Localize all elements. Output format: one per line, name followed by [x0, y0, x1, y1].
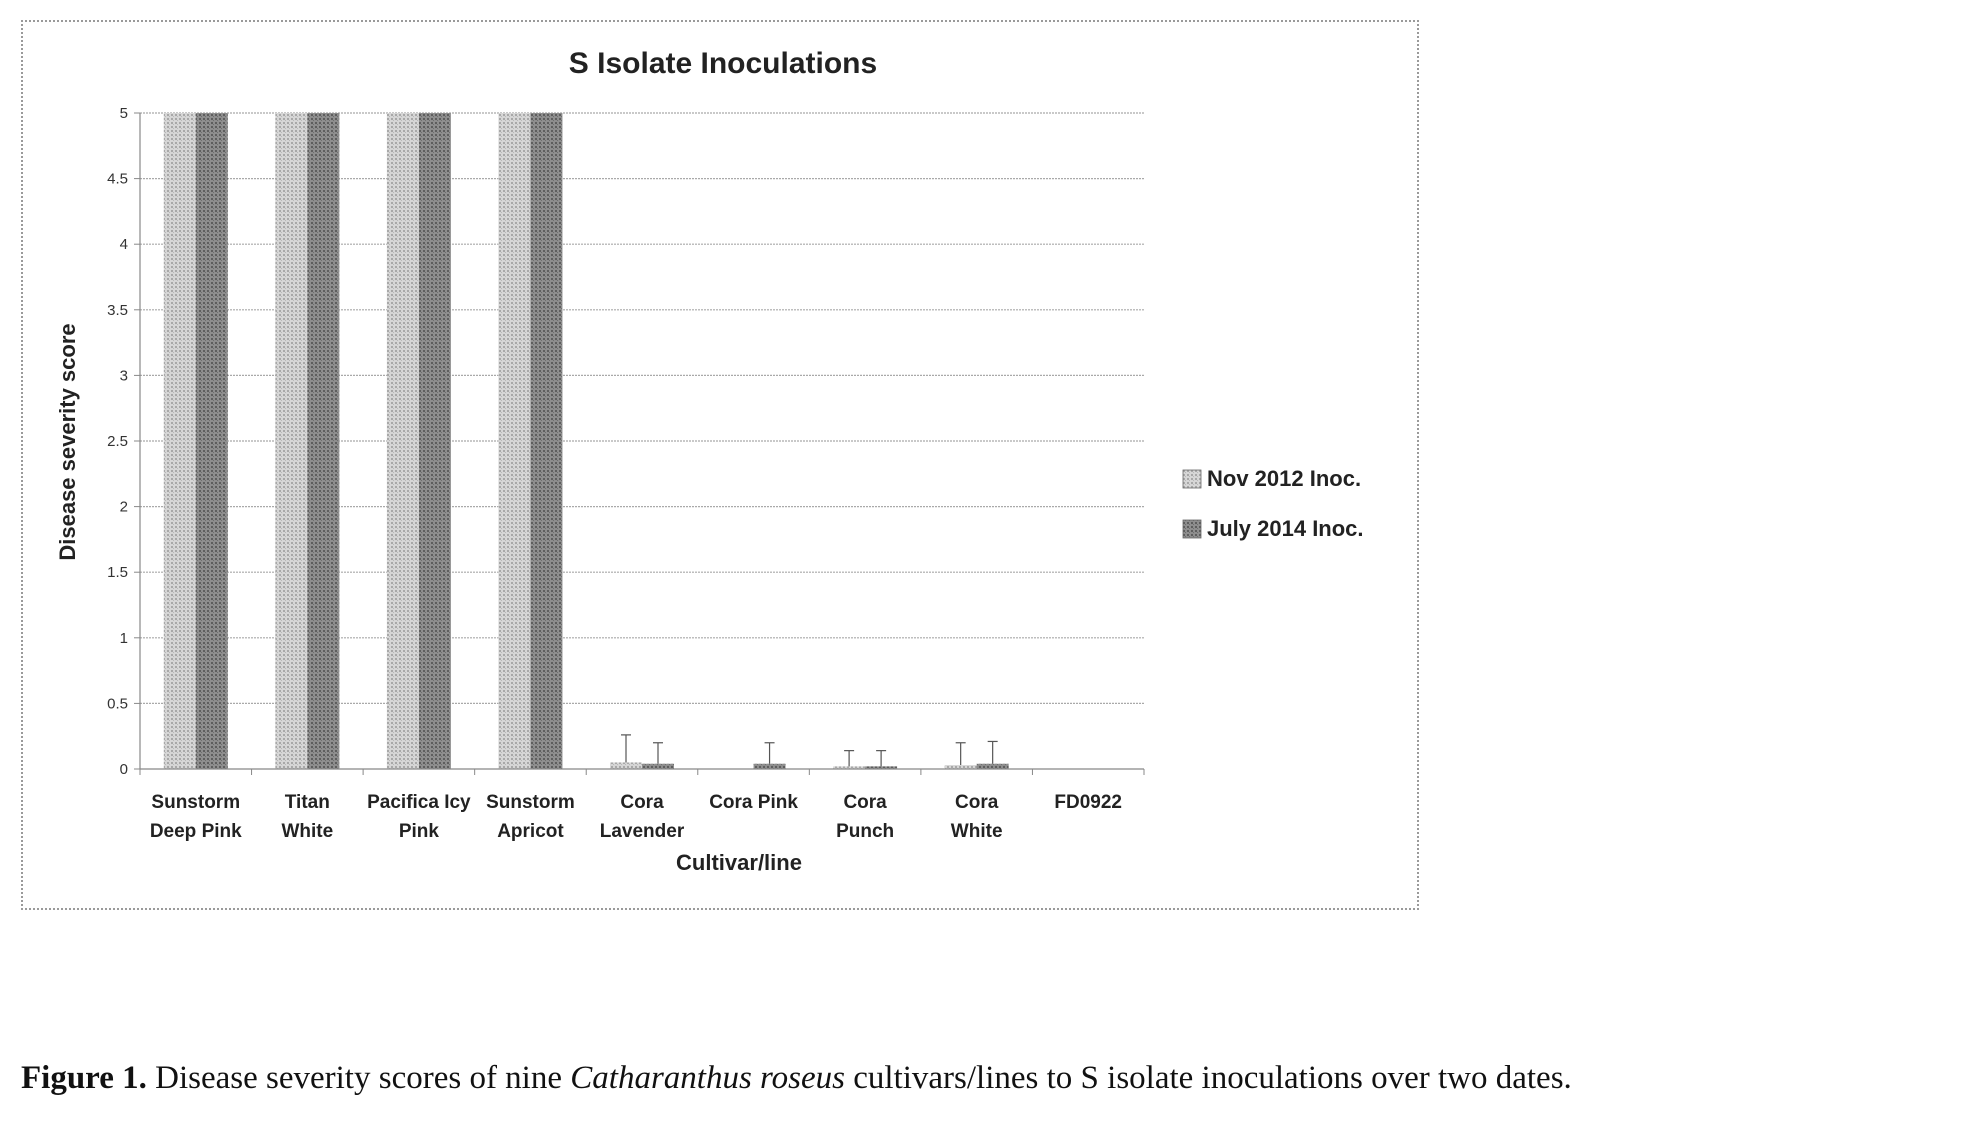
bar — [610, 762, 642, 769]
chart-title: S Isolate Inoculations — [569, 47, 877, 80]
figure-caption: Figure 1. Disease severity scores of nin… — [21, 1060, 1981, 1097]
bar — [642, 763, 674, 769]
x-category-label: Sunstorm Deep Pink — [150, 792, 242, 842]
x-category-label: Cora Lavender — [600, 792, 685, 842]
y-tick-label: 3 — [120, 367, 128, 384]
caption-text-before: Disease severity scores of nine — [146, 1060, 571, 1096]
x-category-label: Cora Pink — [709, 792, 798, 813]
y-axis-title: Disease severity score — [55, 323, 80, 560]
y-tick-label: 2.5 — [107, 433, 128, 450]
legend-swatch — [1182, 519, 1202, 539]
y-tick-label: 0 — [120, 761, 128, 778]
caption-text-after: cultivars/lines to S isolate inoculation… — [845, 1060, 1572, 1096]
bar — [944, 765, 977, 769]
bar — [865, 766, 898, 769]
x-axis-title: Cultivar/line — [676, 850, 802, 875]
x-category-label: Pacifica Icy Pink — [367, 792, 471, 842]
x-category-label: Sunstorm Apricot — [486, 792, 575, 842]
x-category-label: Cora White — [951, 792, 1003, 842]
bar — [386, 113, 419, 769]
bar — [195, 113, 228, 769]
y-tick-label: 0.5 — [107, 695, 128, 712]
y-tick-label: 5 — [120, 105, 128, 122]
bar — [833, 766, 866, 769]
chart-frame: S Isolate Inoculations 0 0.5 1 1.5 2 2.5 3 3.5 4… — [21, 20, 1419, 910]
y-tick-label: 2 — [120, 499, 128, 516]
bar — [530, 113, 563, 769]
y-tick-label: 4 — [120, 236, 128, 253]
bar — [163, 113, 196, 769]
x-category-label: FD0922 — [1054, 792, 1122, 813]
x-category-label: Cora Punch — [836, 792, 894, 842]
x-category-label: Titan White — [281, 792, 333, 842]
y-tick-label: 3.5 — [107, 302, 128, 319]
caption-label: Figure 1. — [21, 1060, 147, 1096]
legend: Nov 2012 Inoc. July 2014 Inoc. — [1182, 466, 1364, 541]
legend-swatch — [1182, 469, 1202, 489]
bar — [498, 113, 531, 769]
bar — [753, 763, 786, 769]
caption-species: Catharanthus roseus — [570, 1060, 845, 1096]
y-tick-label: 1.5 — [107, 564, 128, 581]
legend-label: Nov 2012 Inoc. — [1207, 466, 1361, 491]
bar — [307, 113, 340, 769]
y-tick-label: 1 — [120, 630, 128, 647]
bar-chart: S Isolate Inoculations 0 0.5 1 1.5 2 2.5 3 3.5 4… — [55, 47, 1364, 875]
y-tick-label: 4.5 — [107, 171, 128, 188]
legend-label: July 2014 Inoc. — [1207, 516, 1364, 541]
bar — [275, 113, 308, 769]
bar — [418, 113, 451, 769]
bar — [976, 763, 1009, 769]
